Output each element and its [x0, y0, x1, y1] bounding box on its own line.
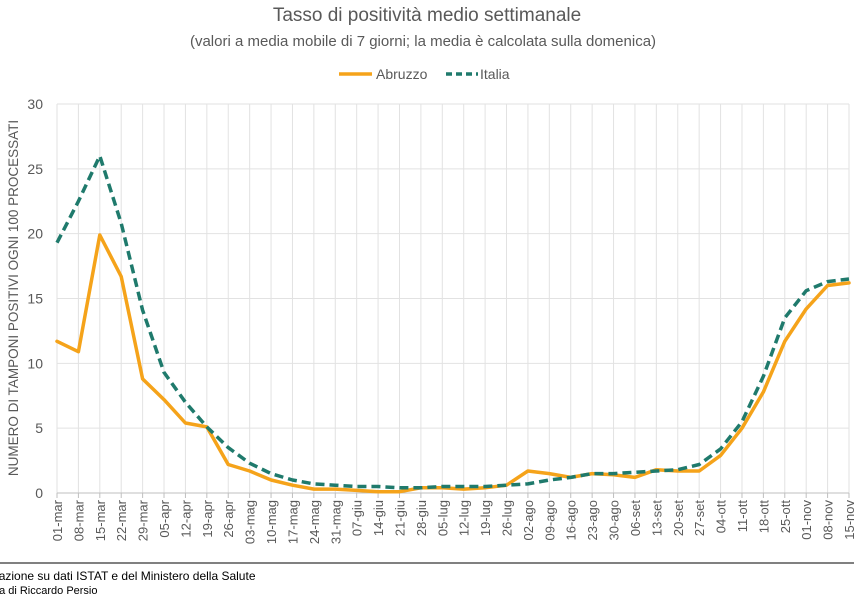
x-tick-label: 19-apr [200, 499, 215, 537]
x-tick-label: 05-lug [435, 500, 450, 536]
x-tick-label: 10-mag [264, 500, 279, 544]
source-note: Elaborazione su dati ISTAT e del Ministe… [0, 569, 256, 583]
chart-title: Tasso di positività medio settimanale [273, 5, 581, 26]
x-tick-label: 08-mar [71, 499, 86, 541]
x-tick-label: 02-ago [521, 500, 536, 540]
x-tick-label: 26-lug [500, 500, 515, 536]
y-tick-label: 10 [27, 355, 43, 371]
x-tick-label: 01-mar [50, 499, 65, 541]
x-tick-label: 22-mar [114, 499, 129, 541]
x-tick-label: 04-ott [714, 500, 729, 534]
x-tick-label: 07-giu [350, 500, 365, 536]
series-line-abruzzo [55, 233, 851, 494]
x-tick-label: 16-ago [564, 500, 579, 540]
x-tick-label: 18-ott [756, 500, 771, 534]
x-tick-label: 03-mag [243, 500, 258, 544]
y-axis-ticks: 0 5 10 15 20 25 30 [27, 96, 43, 501]
y-tick-label: 5 [35, 420, 43, 436]
x-axis-ticks: 01-mar 08-mar 15-mar 22-mar 29-mar 05-apr 12-a… [50, 493, 854, 544]
x-tick-label: 13-set [649, 500, 664, 537]
legend: Abruzzo Italia [339, 66, 510, 82]
chart-subtitle: (valori a media mobile di 7 giorni; la m… [190, 33, 656, 50]
x-tick-label: 15-nov [842, 500, 854, 540]
y-axis-label: NUMERO DI TAMPONI POSITIVI OGNI 100 PROC… [6, 120, 21, 476]
data-series [55, 154, 851, 494]
x-tick-label: 11-ott [735, 500, 750, 533]
x-tick-label: 14-giu [371, 500, 386, 536]
y-tick-label: 30 [27, 96, 43, 112]
x-tick-label: 23-ago [585, 500, 600, 540]
x-tick-label: 06-set [628, 500, 643, 537]
credit-note: A cura di Riccardo Persio [0, 585, 98, 597]
legend-label-abruzzo: Abruzzo [376, 66, 428, 82]
x-tick-label: 15-mar [93, 499, 108, 541]
x-tick-label: 25-ott [778, 500, 793, 534]
series-line-italia [55, 154, 850, 490]
x-tick-label: 21-giu [392, 500, 407, 536]
x-tick-label: 09-ago [542, 500, 557, 540]
y-tick-label: 0 [35, 485, 43, 501]
x-tick-label: 12-apr [178, 499, 193, 537]
legend-label-italia: Italia [480, 66, 510, 82]
x-tick-label: 26-apr [221, 499, 236, 537]
x-tick-label: 24-mag [307, 500, 322, 544]
x-tick-label: 31-mag [328, 500, 343, 544]
x-tick-label: 08-nov [821, 500, 836, 540]
horizontal-gridlines [57, 103, 849, 494]
x-tick-label: 20-set [671, 500, 686, 537]
y-tick-label: 15 [27, 291, 43, 307]
x-tick-label: 28-giu [414, 500, 429, 536]
x-tick-label: 29-mar [136, 499, 151, 541]
x-tick-label: 01-nov [799, 500, 814, 540]
x-tick-label: 19-lug [478, 500, 493, 536]
x-tick-label: 12-lug [457, 500, 472, 536]
x-tick-label: 27-set [692, 500, 707, 537]
y-tick-label: 25 [27, 161, 43, 177]
x-tick-label: 17-mag [285, 500, 300, 544]
y-tick-label: 20 [27, 226, 43, 242]
x-tick-label: 05-apr [157, 499, 172, 537]
x-tick-label: 30-ago [607, 500, 622, 540]
